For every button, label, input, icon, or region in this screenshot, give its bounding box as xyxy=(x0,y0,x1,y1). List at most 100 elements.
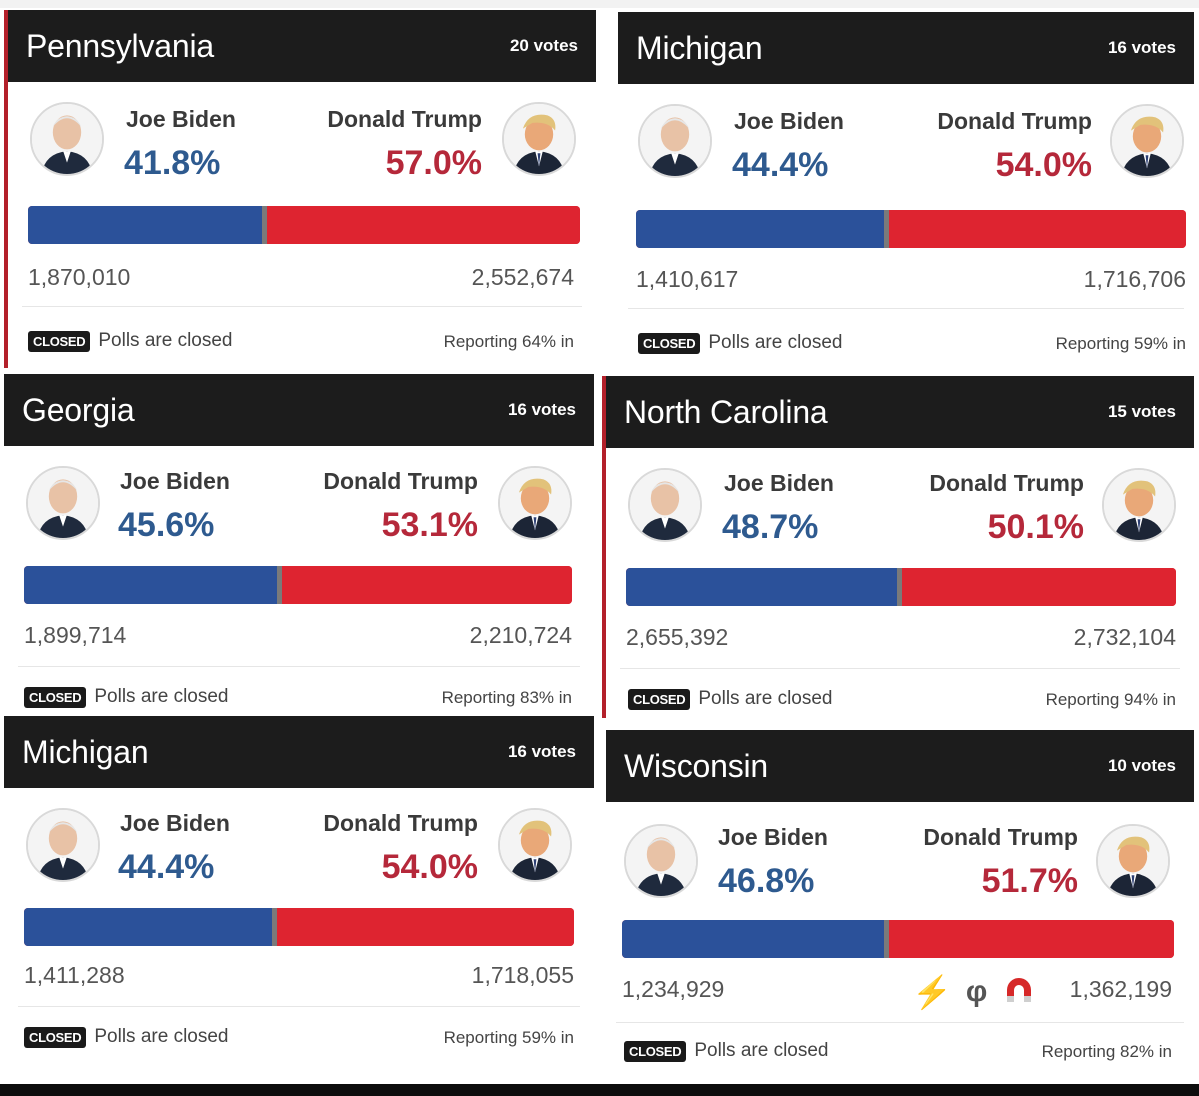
trump-name: Donald Trump xyxy=(327,106,482,132)
poll-status: CLOSED Polls are closed xyxy=(24,686,229,708)
magnet-shape xyxy=(1007,978,1032,1002)
biden-share-fill xyxy=(24,566,278,604)
phi-symbol-icon: φ xyxy=(965,975,988,1008)
trump-vote-count: 1,718,055 xyxy=(471,962,574,988)
state-card-wisconsin: Wisconsin 10 votes Joe Biden 46.8% Donal… xyxy=(606,730,1194,1084)
closed-badge: CLOSED xyxy=(24,686,87,708)
trump-percent: 53.1% xyxy=(381,506,478,544)
reporting-text: Reporting 59% in xyxy=(443,1028,574,1047)
portrait-graphic xyxy=(1098,826,1168,896)
bar-separator xyxy=(884,210,890,248)
electoral-votes: 16 votes xyxy=(507,400,576,419)
biden-avatar-icon xyxy=(26,808,100,882)
poll-status: CLOSED Polls are closed xyxy=(28,330,233,352)
biden-avatar-icon xyxy=(30,102,104,176)
closed-badge: CLOSED xyxy=(628,688,691,710)
polls-closed-text: Polls are closed xyxy=(694,1040,829,1061)
biden-share-fill xyxy=(626,568,898,606)
state-name: Michigan xyxy=(22,734,149,770)
reporting-text: Reporting 82% in xyxy=(1041,1042,1172,1061)
closed-badge: CLOSED xyxy=(624,1040,687,1062)
closed-badge: CLOSED xyxy=(24,1026,87,1048)
trump-share-fill xyxy=(266,206,580,244)
vote-share-bar xyxy=(28,206,580,244)
card-header: North Carolina 15 votes xyxy=(606,376,1194,448)
biden-vote-count: 1,870,010 xyxy=(28,264,131,290)
bar-separator xyxy=(277,566,283,604)
trump-percent: 57.0% xyxy=(385,144,482,182)
divider xyxy=(620,668,1180,669)
state-card-north-carolina: North Carolina 15 votes Joe Biden 48.7% … xyxy=(602,376,1194,718)
biden-percent: 44.4% xyxy=(732,146,829,184)
biden-vote-count: 1,411,288 xyxy=(24,962,125,988)
biden-share-fill xyxy=(622,920,885,958)
biden-vote-count: 1,899,714 xyxy=(24,622,127,648)
biden-vote-count: 1,234,929 xyxy=(622,976,725,1002)
portrait-graphic xyxy=(630,470,700,540)
biden-percent: 41.8% xyxy=(124,144,221,182)
trump-avatar-icon xyxy=(502,102,576,176)
trump-share-fill xyxy=(277,908,574,946)
portrait-graphic xyxy=(28,468,98,538)
biden-name: Joe Biden xyxy=(724,470,834,496)
portrait-graphic xyxy=(32,104,102,174)
biden-avatar-icon xyxy=(638,104,712,178)
trump-avatar-icon xyxy=(498,466,572,540)
trump-vote-count: 1,362,199 xyxy=(1069,976,1172,1002)
trump-name: Donald Trump xyxy=(937,108,1092,134)
reporting-text: Reporting 83% in xyxy=(441,688,572,707)
trump-percent: 54.0% xyxy=(995,146,1092,184)
biden-name: Joe Biden xyxy=(126,106,236,132)
poll-status: CLOSED Polls are closed xyxy=(638,332,843,354)
biden-avatar-icon xyxy=(624,824,698,898)
polls-closed-text: Polls are closed xyxy=(708,332,843,353)
state-name: Wisconsin xyxy=(624,748,769,784)
electoral-votes: 16 votes xyxy=(507,742,576,761)
trump-percent: 54.0% xyxy=(381,848,478,886)
biden-percent: 45.6% xyxy=(118,506,215,544)
vote-share-bar xyxy=(622,920,1174,958)
trump-share-fill xyxy=(889,210,1186,248)
biden-name: Joe Biden xyxy=(120,810,230,836)
state-card-michigan-2: Michigan 16 votes Joe Biden 44.4% Donald… xyxy=(4,716,594,1068)
trump-vote-count: 1,716,706 xyxy=(1083,266,1186,292)
biden-percent: 48.7% xyxy=(722,508,819,546)
reporting-text: Reporting 59% in xyxy=(1055,334,1186,353)
divider xyxy=(22,306,582,307)
portrait-graphic xyxy=(28,810,98,880)
biden-share-fill xyxy=(636,210,885,248)
trump-avatar-icon xyxy=(498,808,572,882)
trump-name: Donald Trump xyxy=(923,824,1078,850)
card-header: Michigan 16 votes xyxy=(618,12,1194,84)
biden-percent: 46.8% xyxy=(718,862,815,900)
bar-separator xyxy=(261,206,267,244)
divider xyxy=(628,308,1184,309)
state-name: North Carolina xyxy=(624,394,828,430)
trump-vote-count: 2,552,674 xyxy=(471,264,574,290)
trump-vote-count: 2,732,104 xyxy=(1073,624,1176,650)
trump-share-fill xyxy=(282,566,572,604)
state-card-pennsylvania: Pennsylvania 20 votes Joe Biden 41.8% Do… xyxy=(4,10,596,368)
polls-closed-text: Polls are closed xyxy=(94,686,229,707)
biden-avatar-icon xyxy=(628,468,702,542)
biden-percent: 44.4% xyxy=(118,848,215,886)
biden-vote-count: 1,410,617 xyxy=(636,266,739,292)
biden-share-fill xyxy=(28,206,262,244)
biden-name: Joe Biden xyxy=(734,108,844,134)
trump-percent: 51.7% xyxy=(981,862,1078,900)
portrait-graphic xyxy=(1112,106,1182,176)
trump-name: Donald Trump xyxy=(323,468,478,494)
bar-separator xyxy=(897,568,903,606)
portrait-graphic xyxy=(640,106,710,176)
divider xyxy=(18,1006,580,1007)
card-header: Wisconsin 10 votes xyxy=(606,730,1194,802)
card-header: Pennsylvania 20 votes xyxy=(8,10,596,82)
card-header: Michigan 16 votes xyxy=(4,716,594,788)
poll-status: CLOSED Polls are closed xyxy=(24,1026,229,1048)
polls-closed-text: Polls are closed xyxy=(98,330,233,351)
state-card-georgia: Georgia 16 votes Joe Biden 45.6% Donald … xyxy=(4,374,594,714)
polls-closed-text: Polls are closed xyxy=(94,1026,229,1047)
state-card-michigan: Michigan 16 votes Joe Biden 44.4% Donald… xyxy=(618,12,1194,368)
reporting-text: Reporting 94% in xyxy=(1045,690,1176,709)
trump-name: Donald Trump xyxy=(323,810,478,836)
